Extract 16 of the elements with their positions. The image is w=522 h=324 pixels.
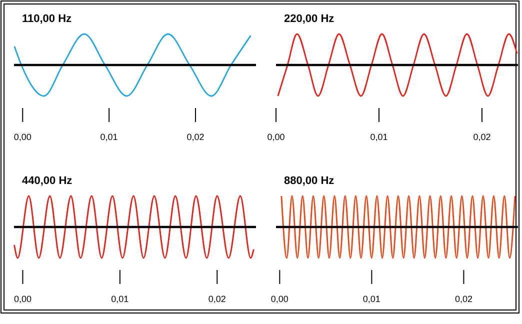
chart-title: 110,00 Hz bbox=[22, 13, 72, 25]
x-tick-label: 0,01 bbox=[370, 132, 388, 142]
x-tick-label: 0,00 bbox=[270, 294, 288, 304]
x-tick-label: 0,02 bbox=[208, 294, 226, 304]
chart-title: 440,00 Hz bbox=[22, 175, 73, 187]
x-tick-label: 0,00 bbox=[14, 294, 32, 304]
x-tick-label: 0,02 bbox=[473, 132, 491, 142]
x-tick-label: 0,00 bbox=[14, 132, 32, 142]
x-tick-label: 0,02 bbox=[454, 294, 472, 304]
chart-title: 880,00 Hz bbox=[284, 175, 335, 187]
x-tick-label: 0,01 bbox=[111, 294, 129, 304]
x-tick-label: 0,02 bbox=[186, 132, 204, 142]
x-tick-label: 0,00 bbox=[267, 132, 285, 142]
x-tick-label: 0,01 bbox=[362, 294, 380, 304]
chart-title: 220,00 Hz bbox=[284, 13, 335, 25]
x-tick-label: 0,01 bbox=[100, 132, 118, 142]
